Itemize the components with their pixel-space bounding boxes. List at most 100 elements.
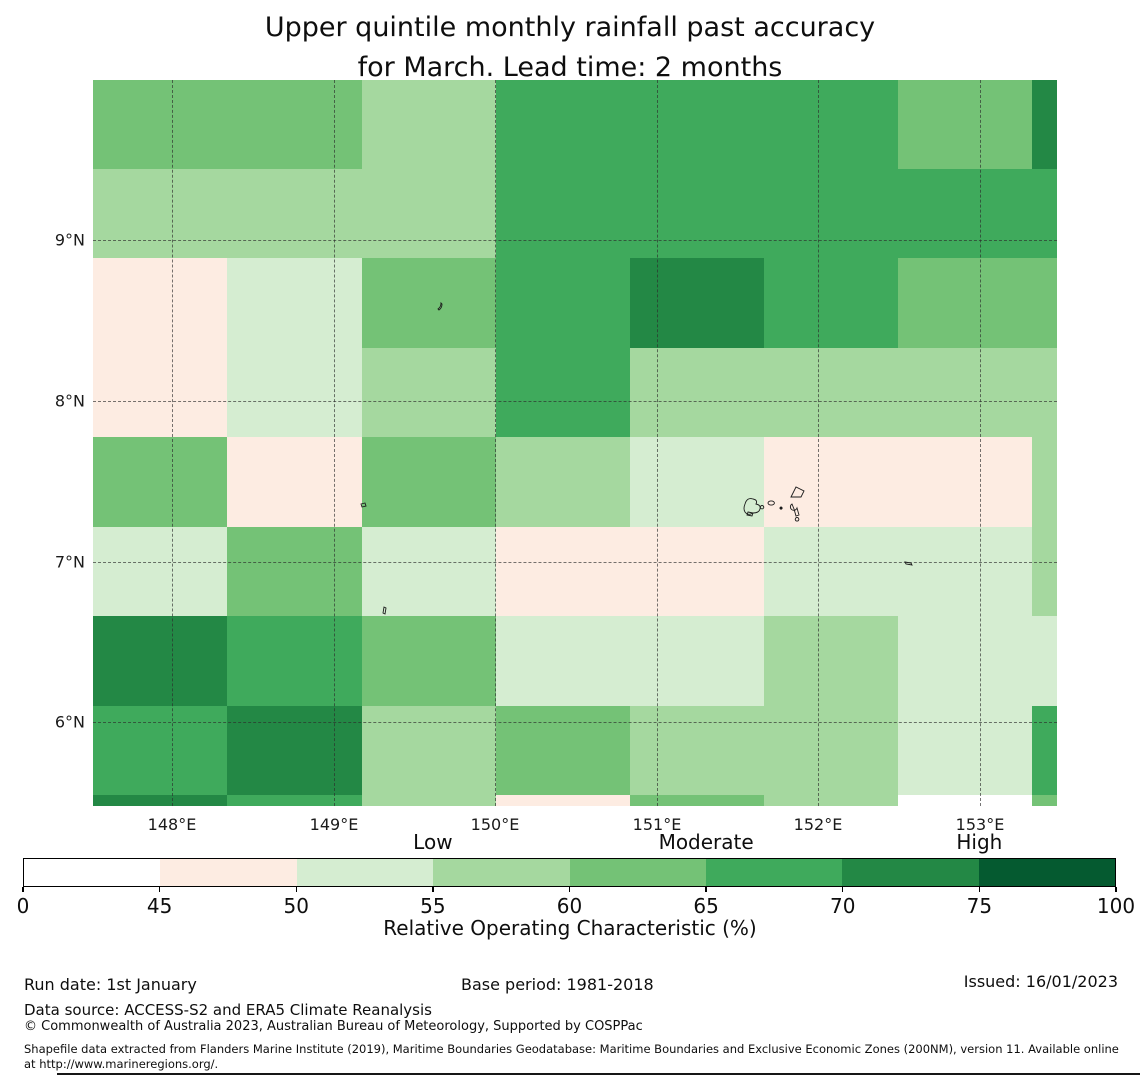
colorbar-title: Relative Operating Characteristic (%) (383, 916, 757, 940)
map-cell (764, 616, 898, 706)
longitude-gridline (172, 80, 173, 806)
colorbar-tick-label: 50 (283, 894, 309, 918)
map-cell (1032, 527, 1057, 616)
colorbar-annotation: Moderate (658, 830, 754, 854)
colorbar-tick-label: 65 (693, 894, 719, 918)
colorbar (23, 858, 1116, 887)
map-cell (764, 169, 898, 258)
map-cell (1032, 80, 1057, 169)
colorbar-segment (160, 859, 297, 886)
map-cell (898, 80, 1032, 169)
run-date-text: Run date: 1st January (24, 975, 197, 994)
islet-w2-island-outline (382, 606, 387, 615)
map-cell (496, 258, 630, 348)
y-axis-tick-label: 7°N (54, 552, 85, 572)
map-cell (227, 527, 362, 616)
atoll-cluster-a-island-outline (743, 498, 761, 515)
map-cell (898, 437, 1032, 527)
island-outlines (360, 301, 913, 615)
map-cell (93, 616, 227, 706)
x-axis-tick-label: 153°E (955, 815, 1005, 834)
colorbar-tick (705, 887, 707, 892)
map-cell (764, 795, 898, 806)
colorbar-tick-label: 100 (1096, 894, 1136, 918)
atoll-triangle-island-outline (790, 486, 805, 498)
map-cell (630, 795, 764, 806)
colorbar-frame (23, 858, 1116, 887)
longitude-gridline (980, 80, 981, 806)
colorbar-segment (433, 859, 570, 886)
map-cell (764, 80, 898, 169)
islet-w1-island-outline (360, 502, 367, 508)
colorbar-tick (568, 887, 571, 892)
colorbar-tick (22, 887, 24, 892)
map-cell (227, 348, 362, 437)
data-source-text: Data source: ACCESS-S2 and ERA5 Climate … (24, 1001, 432, 1019)
map-cell (93, 795, 227, 806)
atoll-hook-island-outline (789, 503, 800, 517)
x-axis-tick-label: 149°E (309, 815, 359, 834)
map-cell (764, 527, 898, 616)
longitude-gridline (495, 80, 496, 806)
latitude-gridline (93, 722, 1057, 723)
map-cell (764, 437, 898, 527)
map-cell (764, 348, 898, 437)
map-cell (227, 169, 362, 258)
colorbar-annotation: Low (413, 830, 453, 854)
map-cell (362, 795, 496, 806)
colorbar-segment (296, 859, 434, 886)
colorbar-tick (842, 887, 844, 892)
map-cell (630, 348, 764, 437)
map-cell (898, 258, 1032, 348)
colorbar-tick (432, 887, 434, 892)
map-cell (362, 80, 496, 169)
map-cell (227, 258, 362, 348)
colorbar-tick-label: 45 (146, 894, 173, 918)
colorbar-tick-label: 60 (556, 894, 583, 918)
map-cell (227, 706, 362, 795)
map-cell (898, 527, 1032, 616)
map-cell (898, 348, 1032, 437)
y-axis-tick-label: 8°N (54, 391, 85, 411)
colorbar-tick (978, 887, 981, 892)
map-cell (362, 706, 496, 795)
bottom-divider-line (57, 1073, 1140, 1075)
colorbar-segment (842, 859, 979, 886)
colorbar-tick-label: 75 (966, 894, 993, 918)
map-cell (496, 80, 630, 169)
map-cell (764, 706, 898, 795)
map-cell (1032, 348, 1057, 437)
map-cell (630, 437, 764, 527)
shapefile-attribution-text: Shapefile data extracted from Flanders M… (24, 1042, 1119, 1071)
map-cell (1032, 616, 1057, 706)
map-cell (898, 706, 1032, 795)
heatmap-plot-area (93, 80, 1057, 806)
map-cell (227, 437, 362, 527)
map-cell (362, 527, 496, 616)
map-cell (93, 258, 227, 348)
map-cell (227, 80, 362, 169)
map-cell (362, 258, 496, 348)
map-cell (1032, 706, 1057, 795)
map-cell (898, 169, 1032, 258)
map-cell (1032, 437, 1057, 527)
copyright-text: © Commonwealth of Australia 2023, Austra… (24, 1019, 643, 1034)
y-axis-tick-label: 6°N (54, 712, 85, 732)
map-cell (496, 527, 630, 616)
map-cell (362, 616, 496, 706)
latitude-gridline (93, 401, 1057, 402)
latitude-gridline (93, 240, 1057, 241)
map-cell (227, 795, 362, 806)
map-cell (496, 795, 630, 806)
map-cell (496, 706, 630, 795)
colorbar-tick-label: 55 (420, 894, 446, 918)
map-cell (898, 616, 1032, 706)
colorbar-segment (705, 859, 843, 886)
map-cell (898, 795, 1032, 806)
x-axis-tick-label: 148°E (147, 815, 197, 834)
map-cell (630, 527, 764, 616)
map-cell (630, 169, 764, 258)
islet-ring-island-outline (794, 517, 800, 522)
map-cell (93, 527, 227, 616)
